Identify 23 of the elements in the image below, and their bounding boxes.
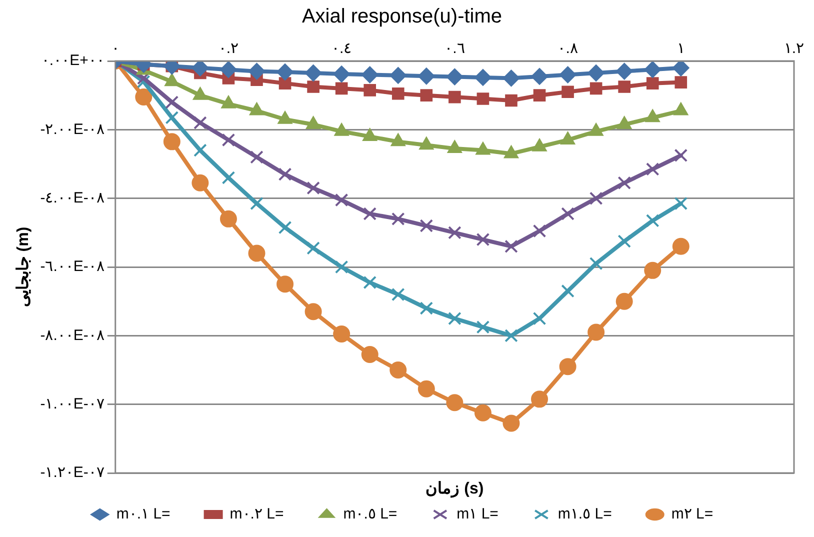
y-tick-label: -١.٠٠E-٠٧ bbox=[40, 395, 104, 412]
legend-label: m٢ L= bbox=[671, 506, 714, 523]
y-tick-label: -٢.٠٠E-٠٨ bbox=[40, 120, 104, 138]
x-tick-label: ١ bbox=[676, 40, 685, 58]
x-tick-label: ٠.٨ bbox=[558, 40, 578, 58]
legend-label: m١ L= bbox=[456, 506, 499, 523]
legend-label: m٠.١ L= bbox=[116, 506, 171, 523]
y-tick-label: ٠.٠٠E+٠٠ bbox=[41, 52, 104, 70]
chart-title: Axial response(u)-time bbox=[302, 6, 502, 28]
y-tick-label: -٤.٠٠E-٠٨ bbox=[40, 189, 104, 206]
legend-label: m٠.٥ L= bbox=[343, 506, 398, 523]
x-tick-label: ٠ bbox=[111, 40, 120, 58]
y-tick-label: -٦.٠٠E-٠٨ bbox=[40, 258, 104, 276]
x-tick-label: ٠.٦ bbox=[444, 40, 465, 58]
y-tick-label: -٨.٠٠E-٠٨ bbox=[40, 326, 104, 344]
x-tick-label: ١.٢ bbox=[784, 40, 804, 58]
x-tick-label: ٠.٤ bbox=[331, 40, 352, 58]
legend-label: m١.٥ L= bbox=[558, 506, 612, 523]
y-tick-label: -١.٢٠E-٠٧ bbox=[40, 464, 104, 482]
legend-label: m٠.٢ L= bbox=[230, 506, 284, 523]
x-axis-title: زمان (s) bbox=[426, 480, 484, 498]
x-tick-label: ٠.٢ bbox=[218, 40, 239, 58]
y-axis-title: جابجایی (m) bbox=[15, 226, 32, 308]
